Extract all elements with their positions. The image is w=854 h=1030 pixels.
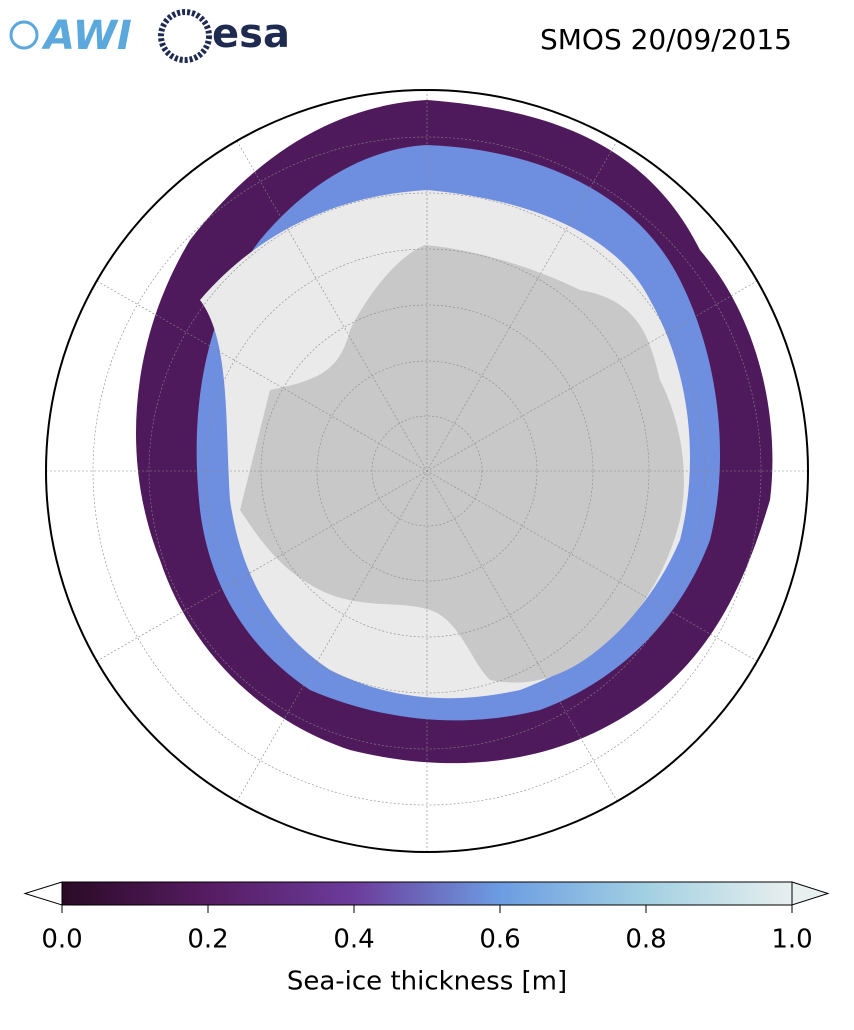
esa-logo: esa [158,9,290,63]
map-title: SMOS 20/09/2015 [540,23,792,56]
colorbar-tick-label: 0.8 [625,925,666,955]
colorbar-tick-label: 0.0 [41,925,82,955]
colorbar-tick-label: 0.4 [333,925,374,955]
map [46,90,808,852]
colorbar-bar [61,881,793,906]
colorbar-tick-label: 1.0 [771,925,812,955]
colorbar-label: Sea-ice thickness [m] [287,967,567,997]
awi-logo: AWI [9,13,132,59]
colorbar-tick-label: 0.6 [479,925,520,955]
map-border [45,89,809,853]
antarctica [240,245,684,683]
colorbar-over [791,881,830,906]
colorbar-under [23,881,63,906]
colorbar: 0.0 0.2 0.4 0.6 0.8 1.0 [23,881,830,955]
colorbar-tick-label: 0.2 [187,925,228,955]
esa-text: esa [212,11,290,57]
awi-text: AWI [41,13,132,59]
